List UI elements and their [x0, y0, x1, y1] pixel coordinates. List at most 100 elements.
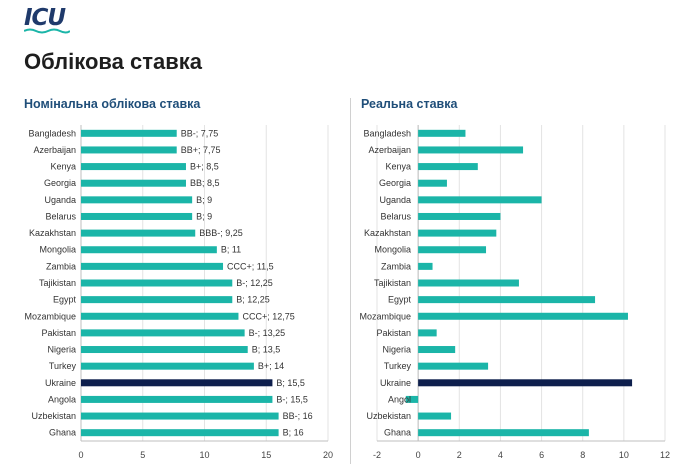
bar-angol [405, 395, 419, 403]
bar-uzbekistan [81, 412, 279, 420]
x-tick-label: 12 [660, 450, 670, 460]
data-label: B+; 14 [258, 361, 284, 371]
bar-nigeria [81, 346, 248, 354]
category-label: Kazakhstan [364, 228, 411, 238]
category-label: Tajikistan [39, 278, 76, 288]
category-label: Uganda [379, 195, 411, 205]
logo-wave-icon [24, 28, 70, 34]
category-label: Ghana [49, 428, 76, 438]
data-label: B-; 15,5 [276, 394, 308, 404]
data-label: B; 13,5 [252, 345, 281, 355]
category-label: Pakistan [41, 328, 76, 338]
category-label: Zambia [46, 261, 76, 271]
category-label: Zambia [381, 261, 411, 271]
bar-zambia [418, 262, 433, 270]
bar-uganda [418, 196, 542, 204]
category-label: Nigeria [382, 345, 411, 355]
bar-uganda [81, 196, 193, 204]
bar-azerbaijan [418, 146, 524, 154]
data-label: B-; 12,25 [236, 278, 273, 288]
category-label: Uzbekistan [366, 411, 411, 421]
bar-kenya [418, 163, 478, 171]
left-chart-title: Номінальна облікова ставка [24, 97, 201, 111]
bar-tajikistan [418, 279, 519, 287]
category-label: Egypt [388, 295, 412, 305]
x-tick-label: 10 [619, 450, 629, 460]
category-label: Mozambique [24, 311, 76, 321]
category-label: Ukraine [380, 378, 411, 388]
x-tick-label: 15 [261, 450, 271, 460]
category-label: Bangladesh [363, 128, 411, 138]
x-tick-label: -2 [373, 450, 381, 460]
category-label: Mozambique [359, 311, 411, 321]
bar-tajikistan [81, 279, 233, 287]
category-label: Belarus [45, 211, 76, 221]
data-label: B; 9 [196, 195, 212, 205]
x-tick-label: 10 [199, 450, 209, 460]
x-tick-label: 0 [78, 450, 83, 460]
data-label: B+; 8,5 [190, 162, 219, 172]
bar-ukraine [418, 379, 633, 387]
category-label: Uzbekistan [31, 411, 76, 421]
bar-ghana [418, 429, 589, 437]
data-label: BB-; 7,75 [181, 128, 219, 138]
bar-belarus [81, 212, 193, 220]
data-label: B; 11 [221, 245, 241, 255]
icu-logo: ICU [24, 5, 66, 31]
bar-uzbekistan [418, 412, 452, 420]
category-label: Bangladesh [28, 128, 76, 138]
bar-kazakhstan [418, 229, 497, 237]
data-label: B; 12,25 [236, 295, 270, 305]
category-label: Ghana [384, 428, 411, 438]
data-label: B-; 13,25 [249, 328, 286, 338]
panel-divider [350, 98, 351, 464]
bar-turkey [418, 362, 489, 370]
bar-mozambique [418, 312, 628, 320]
bar-turkey [81, 362, 254, 370]
data-label: CCC+; 12,75 [242, 311, 294, 321]
x-tick-label: 2 [457, 450, 462, 460]
category-label: Belarus [380, 211, 411, 221]
category-label: Nigeria [47, 345, 76, 355]
bar-ghana [81, 429, 279, 437]
page-title: Облікова ставка [24, 49, 202, 74]
category-label: Kazakhstan [29, 228, 76, 238]
nominal-rate-chart: 0 5 10 15 20 Bangladesh BB-; 7,75 Azerbaijan BB+… [24, 125, 333, 460]
bar-azerbaijan [81, 146, 177, 154]
category-label: Turkey [384, 361, 412, 371]
x-tick-label: 4 [498, 450, 503, 460]
category-label: Mongolia [39, 245, 76, 255]
category-label: Turkey [49, 361, 77, 371]
data-label: BB-; 16 [283, 411, 313, 421]
data-label: BBB-; 9,25 [199, 228, 243, 238]
category-label: Azerbaijan [33, 145, 76, 155]
bar-ukraine [81, 379, 273, 387]
right-chart-title: Реальна ставка [361, 97, 458, 111]
category-label: Kenya [385, 162, 411, 172]
category-label: Kenya [50, 162, 76, 172]
category-label: Georgia [379, 178, 411, 188]
category-label: Mongolia [374, 245, 411, 255]
data-label: B; 15,5 [276, 378, 305, 388]
category-label: Pakistan [376, 328, 411, 338]
x-tick-label: 6 [539, 450, 544, 460]
bar-mongolia [81, 246, 217, 254]
bar-angola [81, 395, 273, 403]
bar-mongolia [418, 246, 487, 254]
x-tick-label: 5 [140, 450, 145, 460]
category-label: Uganda [44, 195, 76, 205]
category-label: Ukraine [45, 378, 76, 388]
bar-bangladesh [418, 129, 466, 137]
bar-bangladesh [81, 129, 177, 137]
bar-pakistan [418, 329, 437, 337]
bar-georgia [81, 179, 186, 187]
bar-mozambique [81, 312, 239, 320]
category-label: Georgia [44, 178, 76, 188]
category-label: Angola [48, 394, 76, 404]
bar-egypt [418, 296, 596, 304]
bar-belarus [418, 212, 501, 220]
bar-nigeria [418, 346, 456, 354]
bar-kazakhstan [81, 229, 196, 237]
category-label: Azerbaijan [368, 145, 411, 155]
